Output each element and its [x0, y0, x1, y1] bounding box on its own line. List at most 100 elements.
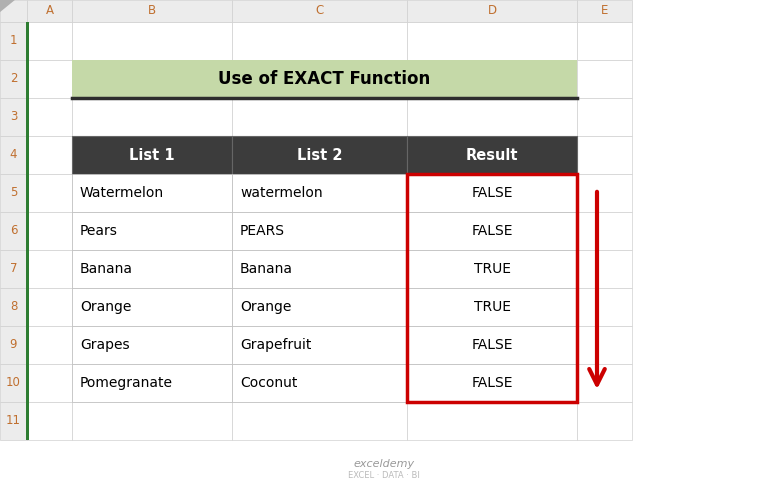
Bar: [407, 98, 577, 136]
Bar: [407, 136, 577, 174]
Polygon shape: [0, 0, 15, 12]
Text: 2: 2: [10, 73, 17, 85]
Text: Orange: Orange: [240, 300, 291, 314]
Bar: [72, 136, 232, 174]
Text: List 1: List 1: [129, 147, 175, 163]
Text: EXCEL · DATA · BI: EXCEL · DATA · BI: [348, 471, 420, 481]
Text: 1: 1: [10, 35, 17, 47]
Bar: [27, 174, 72, 212]
Bar: [27, 0, 72, 22]
Bar: [407, 0, 577, 22]
Bar: [27, 98, 72, 136]
Bar: [577, 364, 632, 402]
Text: Grapefruit: Grapefruit: [240, 338, 311, 352]
Bar: [407, 174, 577, 402]
Bar: [577, 0, 632, 22]
Bar: [232, 326, 407, 364]
Bar: [232, 364, 407, 402]
Bar: [72, 364, 232, 402]
Text: 6: 6: [10, 224, 17, 238]
Text: 7: 7: [10, 263, 17, 276]
Bar: [72, 212, 232, 250]
Bar: [232, 364, 407, 402]
Text: B: B: [148, 4, 156, 18]
Text: Banana: Banana: [240, 262, 293, 276]
Bar: [27, 364, 72, 402]
Bar: [0, 402, 27, 440]
Bar: [72, 402, 232, 440]
Bar: [232, 212, 407, 250]
Bar: [407, 288, 577, 326]
Text: watermelon: watermelon: [240, 186, 323, 200]
Bar: [27, 402, 72, 440]
Bar: [72, 212, 232, 250]
Bar: [72, 326, 232, 364]
Bar: [407, 174, 577, 212]
Bar: [407, 326, 577, 364]
Bar: [72, 60, 577, 98]
Bar: [407, 402, 577, 440]
Bar: [232, 22, 407, 60]
Bar: [27, 326, 72, 364]
Bar: [407, 174, 577, 212]
Text: 5: 5: [10, 186, 17, 200]
Bar: [72, 326, 232, 364]
Bar: [407, 212, 577, 250]
Text: List 2: List 2: [296, 147, 343, 163]
Bar: [232, 98, 407, 136]
Bar: [407, 250, 577, 288]
Text: A: A: [45, 4, 54, 18]
Bar: [232, 174, 407, 212]
Bar: [0, 60, 27, 98]
Bar: [577, 250, 632, 288]
Bar: [407, 364, 577, 402]
Bar: [232, 250, 407, 288]
Bar: [72, 288, 232, 326]
Bar: [407, 136, 577, 174]
Text: Use of EXACT Function: Use of EXACT Function: [218, 70, 431, 88]
Bar: [0, 174, 27, 212]
Bar: [0, 364, 27, 402]
Bar: [72, 136, 232, 174]
Text: Watermelon: Watermelon: [80, 186, 164, 200]
Bar: [232, 136, 407, 174]
Bar: [407, 60, 577, 98]
Text: FALSE: FALSE: [472, 186, 513, 200]
Text: 4: 4: [10, 148, 17, 162]
Text: D: D: [488, 4, 497, 18]
Text: PEARS: PEARS: [240, 224, 285, 238]
Bar: [577, 288, 632, 326]
Bar: [0, 0, 27, 22]
Bar: [72, 98, 232, 136]
Bar: [577, 60, 632, 98]
Bar: [72, 288, 232, 326]
Bar: [407, 364, 577, 402]
Bar: [27, 136, 72, 174]
Text: Pears: Pears: [80, 224, 118, 238]
Bar: [407, 326, 577, 364]
Bar: [577, 212, 632, 250]
Bar: [407, 22, 577, 60]
Text: Orange: Orange: [80, 300, 131, 314]
Text: TRUE: TRUE: [474, 262, 511, 276]
Text: C: C: [316, 4, 323, 18]
Bar: [72, 174, 232, 212]
Bar: [27, 250, 72, 288]
Text: Result: Result: [465, 147, 518, 163]
Text: Banana: Banana: [80, 262, 133, 276]
Bar: [232, 326, 407, 364]
Bar: [577, 98, 632, 136]
Bar: [0, 288, 27, 326]
Bar: [577, 22, 632, 60]
Text: FALSE: FALSE: [472, 224, 513, 238]
Bar: [232, 212, 407, 250]
Bar: [27, 288, 72, 326]
Bar: [72, 250, 232, 288]
Bar: [407, 288, 577, 326]
Bar: [407, 212, 577, 250]
Bar: [25, 22, 28, 440]
Bar: [232, 60, 407, 98]
Bar: [72, 0, 232, 22]
Text: FALSE: FALSE: [472, 376, 513, 390]
Text: 3: 3: [10, 110, 17, 123]
